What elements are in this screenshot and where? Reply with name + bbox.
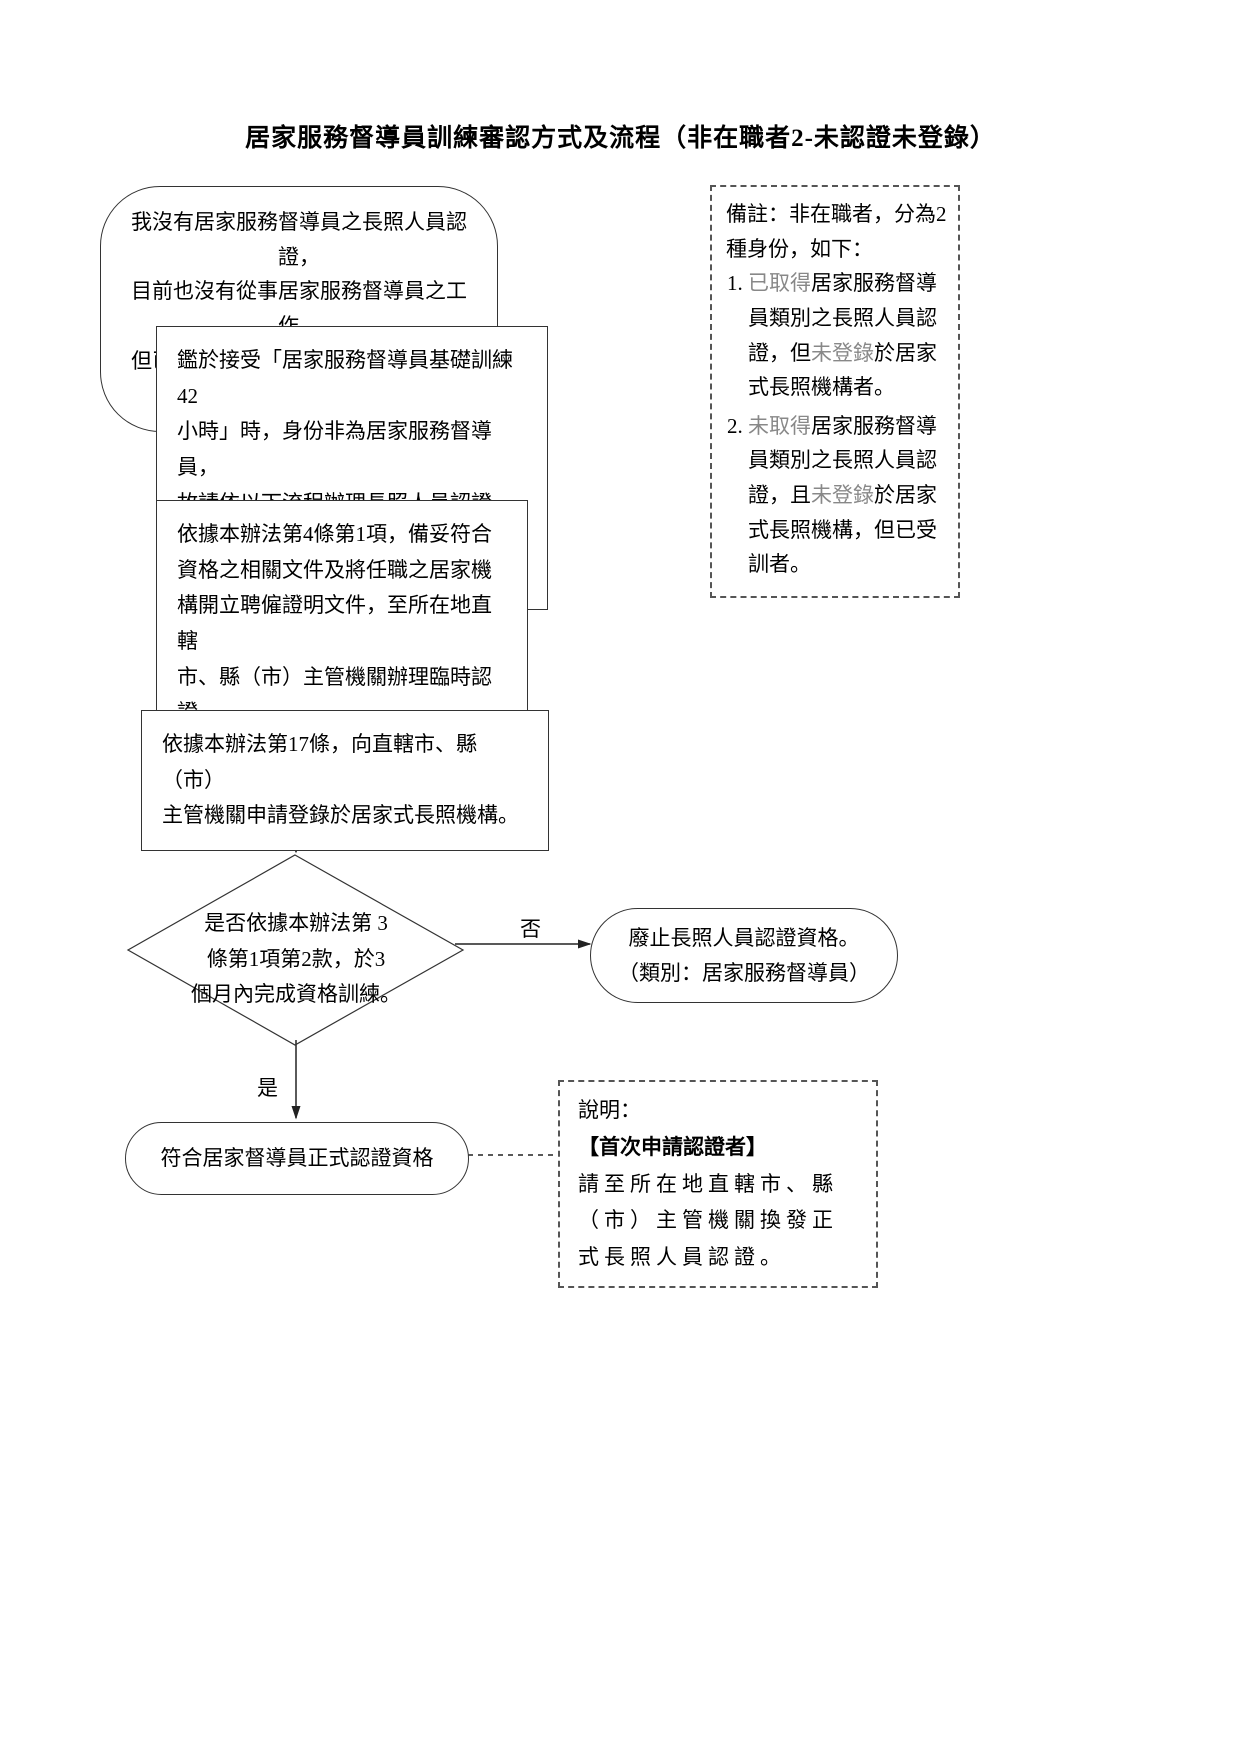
decision-text: 是否依據本辦法第 3 條第1項第2款，於3 個月內完成資格訓練。 (180, 906, 412, 1013)
info-l1: 說明： (578, 1092, 858, 1129)
p3-line: 主管機關申請登錄於居家式長照機構。 (162, 798, 528, 834)
p1-line: 鑑於接受「居家服務督導員基礎訓練42 (177, 343, 527, 414)
p2-line: 構開立聘僱證明文件，至所在地直轄 (177, 588, 507, 659)
yes-result-text: 符合居家督導員正式認證資格 (161, 1146, 434, 1170)
p1-line: 小時」時，身份非為居家服務督導員， (177, 414, 527, 485)
no-label: 否 (520, 913, 541, 943)
p2-line: 依據本辦法第4條第1項，備妥符合 (177, 517, 507, 553)
n2a: 未取得 (748, 414, 811, 438)
page-title: 居家服務督導員訓練審認方式及流程（非在職者2-未認證未登錄） (0, 118, 1241, 154)
info-box: 說明： 【首次申請認證者】 請至所在地直轄市、縣（市）主管機關換發正式長照人員認… (558, 1080, 878, 1288)
no-result-node: 廢止長照人員認證資格。 （類別：居家服務督導員） (590, 908, 898, 1003)
p3-line: 依據本辦法第17條，向直轄市、縣（市） (162, 727, 528, 798)
yes-result-node: 符合居家督導員正式認證資格 (125, 1122, 469, 1195)
notes-item-2: 未取得居家服務督導員類別之長照人員認證，且未登錄於居家式長照機構，但已受訓者。 (748, 409, 948, 582)
start-line: 我沒有居家服務督導員之長照人員認證， (129, 205, 469, 274)
process-3: 依據本辦法第17條，向直轄市、縣（市） 主管機關申請登錄於居家式長照機構。 (141, 710, 549, 851)
notes-box: 備註：非在職者，分為2種身份，如下： 已取得居家服務督導員類別之長照人員認證，但… (710, 185, 960, 598)
n1c: 未登錄 (811, 341, 874, 365)
info-l3: 請至所在地直轄市、縣（市）主管機關換發正式長照人員認證。 (578, 1166, 858, 1276)
yes-label: 是 (257, 1072, 278, 1102)
info-l2: 【首次申請認證者】 (578, 1129, 858, 1166)
dec-line: 是否依據本辦法第 3 (180, 906, 412, 942)
notes-header: 備註：非在職者，分為2種身份，如下： (726, 197, 948, 266)
no-result-line: （類別：居家服務督導員） (617, 956, 871, 991)
p2-line: 資格之相關文件及將任職之居家機 (177, 553, 507, 589)
no-result-line: 廢止長照人員認證資格。 (617, 921, 871, 956)
dec-line: 個月內完成資格訓練。 (180, 977, 412, 1013)
n2c: 未登錄 (811, 483, 874, 507)
dec-line: 條第1項第2款，於3 (180, 942, 412, 978)
notes-item-1: 已取得居家服務督導員類別之長照人員認證，但未登錄於居家式長照機構者。 (748, 266, 948, 405)
n1a: 已取得 (748, 271, 811, 295)
